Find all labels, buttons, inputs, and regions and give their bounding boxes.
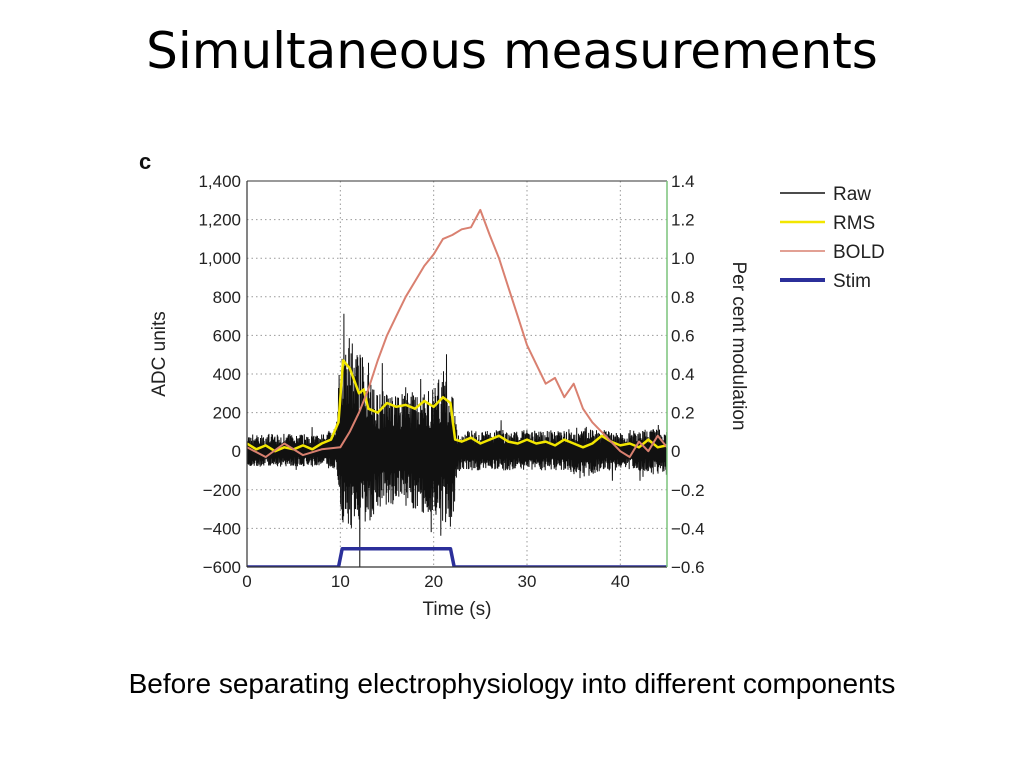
slide-title: Simultaneous measurements [146,22,878,80]
x-axis-label: Time (s) [423,599,492,620]
series-raw-line [247,313,667,567]
x-tick-label: 20 [424,572,443,591]
y-right-tick-label: −0.4 [671,519,705,538]
legend: Raw RMS BOLD Stim [780,184,885,292]
y-right-tick-label: 0.8 [671,288,695,307]
y-left-tick-label: 800 [213,288,241,307]
axes [246,180,668,568]
y-right-tick-label: −0.2 [671,481,705,500]
panel-label: c [139,149,151,174]
plot-area [247,208,667,567]
slide-caption: Before separating electrophysiology into… [128,668,896,699]
x-tick-label: 40 [611,572,630,591]
y-left-tick-label: 200 [213,404,241,423]
y-left-tick-label: 1,400 [198,172,241,191]
tick-labels: 0 10 20 30 40 1,400 1,200 1,000 800 600 400 200 0 −20… [198,172,704,591]
y-left-tick-label: −400 [203,519,241,538]
y-right-tick-label: 1.0 [671,249,695,268]
series-rms-line [247,359,667,453]
x-tick-label: 30 [518,572,537,591]
series-stim-line [247,546,667,567]
y-right-axis-label: Per cent modulation [728,262,749,431]
x-tick-label: 10 [331,572,350,591]
y-right-tick-label: 0.6 [671,326,695,345]
y-left-axis-label: ADC units [149,311,170,397]
y-right-tick-label: 1.2 [671,211,695,230]
y-left-tick-label: 1,200 [198,211,241,230]
series-bold-line [247,208,667,458]
legend-label-raw: Raw [833,184,871,205]
y-right-tick-label: 0.2 [671,404,695,423]
y-right-tick-label: 1.4 [671,172,695,191]
y-left-tick-label: −200 [203,481,241,500]
y-right-tick-label: 0.4 [671,365,695,384]
y-left-tick-label: 1,000 [198,249,241,268]
legend-label-stim: Stim [833,271,871,292]
y-left-tick-label: 400 [213,365,241,384]
legend-label-bold: BOLD [833,242,885,263]
chart: c 0 10 20 30 401,4001,2001,0008006004002000−… [139,149,885,620]
y-left-tick-label: 600 [213,326,241,345]
y-left-tick-label: −600 [203,558,241,577]
x-tick-label: 0 [242,572,251,591]
y-left-tick-label: 0 [232,442,241,461]
y-right-tick-label: 0 [671,442,680,461]
y-right-tick-label: −0.6 [671,558,705,577]
legend-label-rms: RMS [833,213,875,234]
grid [246,180,667,568]
